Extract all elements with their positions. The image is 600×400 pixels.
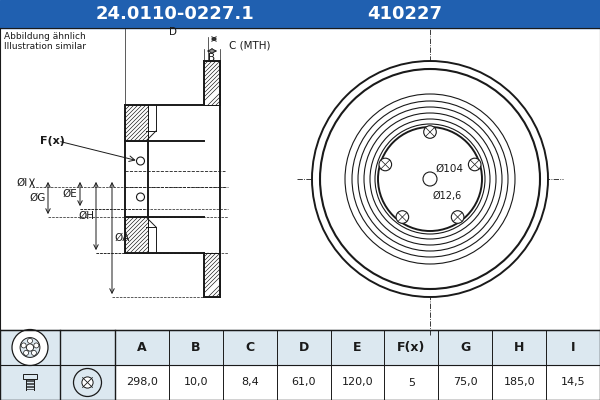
Text: F(x): F(x) — [397, 341, 425, 354]
Circle shape — [28, 338, 32, 343]
Text: A: A — [137, 341, 147, 354]
Text: C (MTH): C (MTH) — [229, 41, 271, 51]
Circle shape — [82, 377, 93, 388]
Bar — [0, 28, 600, 330]
Bar — [115, 330, 600, 365]
Circle shape — [451, 211, 464, 223]
Text: F(x): F(x) — [40, 136, 65, 146]
Circle shape — [137, 157, 145, 165]
Circle shape — [12, 330, 48, 366]
Text: ØA: ØA — [115, 233, 130, 243]
Circle shape — [137, 193, 145, 201]
Text: ØG: ØG — [30, 193, 46, 203]
Text: 185,0: 185,0 — [503, 378, 535, 388]
Circle shape — [21, 343, 26, 348]
Text: D: D — [169, 27, 176, 37]
Text: H: H — [514, 341, 524, 354]
Text: 61,0: 61,0 — [292, 378, 316, 388]
Circle shape — [423, 172, 437, 186]
Bar — [23, 374, 37, 378]
Text: Abbildung ähnlich: Abbildung ähnlich — [4, 32, 86, 41]
Circle shape — [23, 350, 29, 355]
Circle shape — [74, 368, 101, 396]
Bar — [0, 0, 600, 28]
Text: 5: 5 — [408, 378, 415, 388]
Circle shape — [34, 343, 39, 348]
Text: 298,0: 298,0 — [126, 378, 158, 388]
Bar — [204, 61, 220, 105]
Text: ØE: ØE — [62, 189, 77, 199]
Text: 75,0: 75,0 — [453, 378, 478, 388]
Text: E: E — [353, 341, 362, 354]
Text: 14,5: 14,5 — [561, 378, 586, 388]
Text: B: B — [208, 53, 215, 63]
Circle shape — [469, 158, 481, 171]
Text: 410227: 410227 — [367, 5, 443, 23]
Text: D: D — [298, 341, 309, 354]
Text: Ø12,6: Ø12,6 — [433, 191, 462, 201]
Circle shape — [31, 350, 37, 355]
Text: ØH: ØH — [78, 211, 94, 221]
Bar — [0, 330, 115, 400]
Circle shape — [379, 158, 392, 171]
Bar — [204, 253, 220, 297]
Text: C: C — [245, 341, 254, 354]
Circle shape — [396, 211, 409, 223]
Text: I: I — [571, 341, 575, 354]
Text: 10,0: 10,0 — [184, 378, 208, 388]
Text: 24.0110-0227.1: 24.0110-0227.1 — [95, 5, 254, 23]
Text: 8,4: 8,4 — [241, 378, 259, 388]
Text: Illustration similar: Illustration similar — [4, 42, 86, 51]
Text: B: B — [191, 341, 200, 354]
Circle shape — [20, 338, 40, 358]
Bar — [0, 330, 600, 400]
Circle shape — [378, 127, 482, 231]
Text: 120,0: 120,0 — [341, 378, 373, 388]
Text: Ø104: Ø104 — [435, 164, 463, 174]
Circle shape — [26, 344, 34, 351]
Text: ØI: ØI — [16, 178, 28, 188]
Text: G: G — [460, 341, 470, 354]
Circle shape — [424, 126, 436, 138]
Bar — [125, 105, 148, 141]
Circle shape — [312, 61, 548, 297]
Bar — [125, 217, 148, 253]
